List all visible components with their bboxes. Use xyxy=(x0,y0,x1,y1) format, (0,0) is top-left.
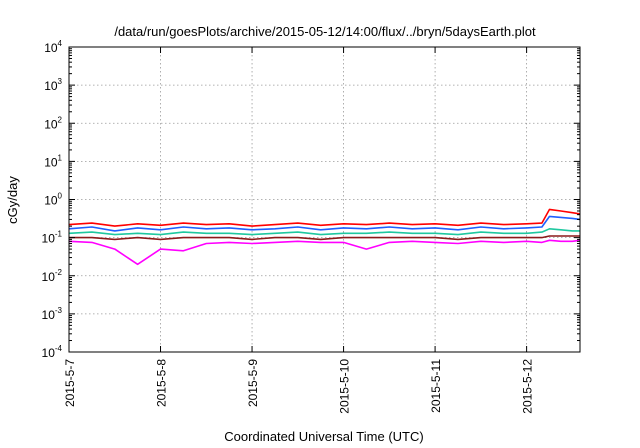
y-tick-label: 10-1 xyxy=(42,230,63,246)
chart-title: /data/run/goesPlots/archive/2015-05-12/1… xyxy=(114,24,536,39)
y-axis-label: cGy/day xyxy=(5,176,20,224)
x-tick-label: 2015-5-8 xyxy=(155,359,169,407)
series-line xyxy=(68,228,580,236)
x-axis: 2015-5-7 2015-5-8 2015-5-9 2015-5-10 2015-5-… xyxy=(63,47,535,414)
y-tick-label: 101 xyxy=(44,153,62,169)
x-tick-label: 2015-5-7 xyxy=(63,359,77,407)
x-axis-label: Coordinated Universal Time (UTC) xyxy=(224,429,423,444)
series-line xyxy=(68,208,581,227)
y-tick-label: 103 xyxy=(44,77,62,93)
x-tick-label: 2015-5-12 xyxy=(521,359,535,414)
y-tick-label: 10-4 xyxy=(42,344,63,360)
series-line xyxy=(68,215,581,232)
x-tick-label: 2015-5-11 xyxy=(429,359,443,413)
series-line xyxy=(69,235,580,241)
y-tick-label: 10-2 xyxy=(42,268,63,284)
series-line xyxy=(68,239,581,266)
series-layer xyxy=(68,208,581,266)
y-tick-label: 102 xyxy=(44,115,62,131)
x-tick-label: 2015-5-10 xyxy=(338,359,352,414)
y-axis: 10-4 10-3 10-2 10-1 100 101 102 103 104 xyxy=(42,39,580,360)
x-tick-label: 2015-5-9 xyxy=(246,359,260,407)
y-tick-label: 10-3 xyxy=(42,306,63,322)
y-tick-label: 104 xyxy=(44,39,62,55)
y-tick-label: 100 xyxy=(44,192,62,208)
grid xyxy=(69,47,580,352)
